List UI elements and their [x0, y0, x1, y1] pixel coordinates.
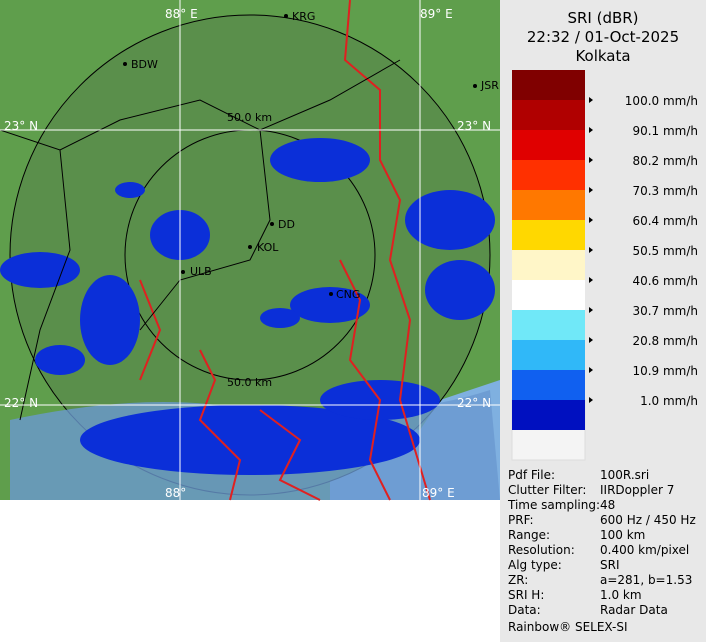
- place-label: BDW: [131, 58, 158, 71]
- longitude-label: 88°: [165, 486, 186, 500]
- info-key: Pdf File:: [508, 468, 555, 482]
- legend-tick: [589, 157, 593, 163]
- info-value: 48: [600, 498, 615, 512]
- info-key: PRF:: [508, 513, 534, 527]
- info-value: 600 Hz / 450 Hz: [600, 513, 696, 527]
- legend-label: 50.5 mm/h: [632, 244, 698, 258]
- legend-label: 80.2 mm/h: [632, 154, 698, 168]
- legend-tick: [589, 397, 593, 403]
- place-label: KOL: [257, 241, 279, 254]
- legend-tick: [589, 127, 593, 133]
- latitude-label: 23° N: [4, 119, 38, 133]
- latitude-label: 23° N: [457, 119, 491, 133]
- latitude-label: 22° N: [457, 396, 491, 410]
- ring-label: 50.0 km: [227, 376, 272, 389]
- legend-swatch: [512, 250, 585, 280]
- legend-swatch: [512, 100, 585, 130]
- panel-title: SRI (dBR): [567, 9, 638, 27]
- legend-swatch: [512, 400, 585, 430]
- legend-label: 30.7 mm/h: [632, 304, 698, 318]
- legend-tick: [589, 337, 593, 343]
- info-value: 100 km: [600, 528, 645, 542]
- info-key: SRI H:: [508, 588, 544, 602]
- info-value: 0.400 km/pixel: [600, 543, 689, 557]
- legend-swatch: [512, 160, 585, 190]
- echoes: [0, 138, 495, 475]
- legend-tick: [589, 97, 593, 103]
- info-value: IIRDoppler 7: [600, 483, 674, 497]
- longitude-label: 89° E: [422, 486, 455, 500]
- place-dots: [123, 14, 477, 296]
- legend-swatch: [512, 220, 585, 250]
- legend-tick: [589, 307, 593, 313]
- longitude-label: 89° E: [420, 7, 453, 21]
- footer: Rainbow® SELEX-SI: [508, 620, 628, 634]
- panel-station: Kolkata: [575, 47, 630, 65]
- legend-label: 10.9 mm/h: [632, 364, 698, 378]
- place-label: JSR: [480, 79, 499, 92]
- legend-label: 70.3 mm/h: [632, 184, 698, 198]
- legend-label: 40.6 mm/h: [632, 274, 698, 288]
- legend-label: 90.1 mm/h: [632, 124, 698, 138]
- legend-swatch: [512, 70, 585, 100]
- place-label: ULB: [190, 265, 212, 278]
- longitude-label: 88° E: [165, 7, 198, 21]
- info-key: ZR:: [508, 573, 528, 587]
- graticule: [0, 0, 500, 500]
- info-value: 1.0 km: [600, 588, 642, 602]
- place-label: CNG: [336, 288, 360, 301]
- legend-swatch: [512, 370, 585, 400]
- legend-tick: [589, 247, 593, 253]
- legend-label: 20.8 mm/h: [632, 334, 698, 348]
- borders: [0, 59, 401, 421]
- legend-label: 1.0 mm/h: [640, 394, 698, 408]
- legend-tick: [589, 277, 593, 283]
- info-value: SRI: [600, 558, 620, 572]
- legend-swatch: [512, 280, 585, 310]
- latitude-label: 22° N: [4, 396, 38, 410]
- legend-tick: [589, 217, 593, 223]
- info-value: 100R.sri: [600, 468, 649, 482]
- ring-label: 50.0 km: [227, 111, 272, 124]
- legend-tick: [589, 367, 593, 373]
- legend-tick: [589, 187, 593, 193]
- info-key: Resolution:: [508, 543, 575, 557]
- legend-swatch: [512, 310, 585, 340]
- place-label: DD: [278, 218, 295, 231]
- info-key: Time sampling:: [507, 498, 600, 512]
- info-key: Clutter Filter:: [508, 483, 586, 497]
- info-key: Range:: [508, 528, 550, 542]
- legend-swatch: [512, 340, 585, 370]
- legend-label: 100.0 mm/h: [625, 94, 698, 108]
- legend-swatch: [512, 130, 585, 160]
- info-value: a=281, b=1.53: [600, 573, 692, 587]
- rivers: [139, 0, 431, 501]
- place-label: KRG: [292, 10, 315, 23]
- legend-swatch: [512, 190, 585, 220]
- info-value: Radar Data: [600, 603, 668, 617]
- info-key: Alg type:: [508, 558, 562, 572]
- panel-datetime: 22:32 / 01-Oct-2025: [527, 28, 679, 46]
- legend-label: 60.4 mm/h: [632, 214, 698, 228]
- info-key: Data:: [508, 603, 541, 617]
